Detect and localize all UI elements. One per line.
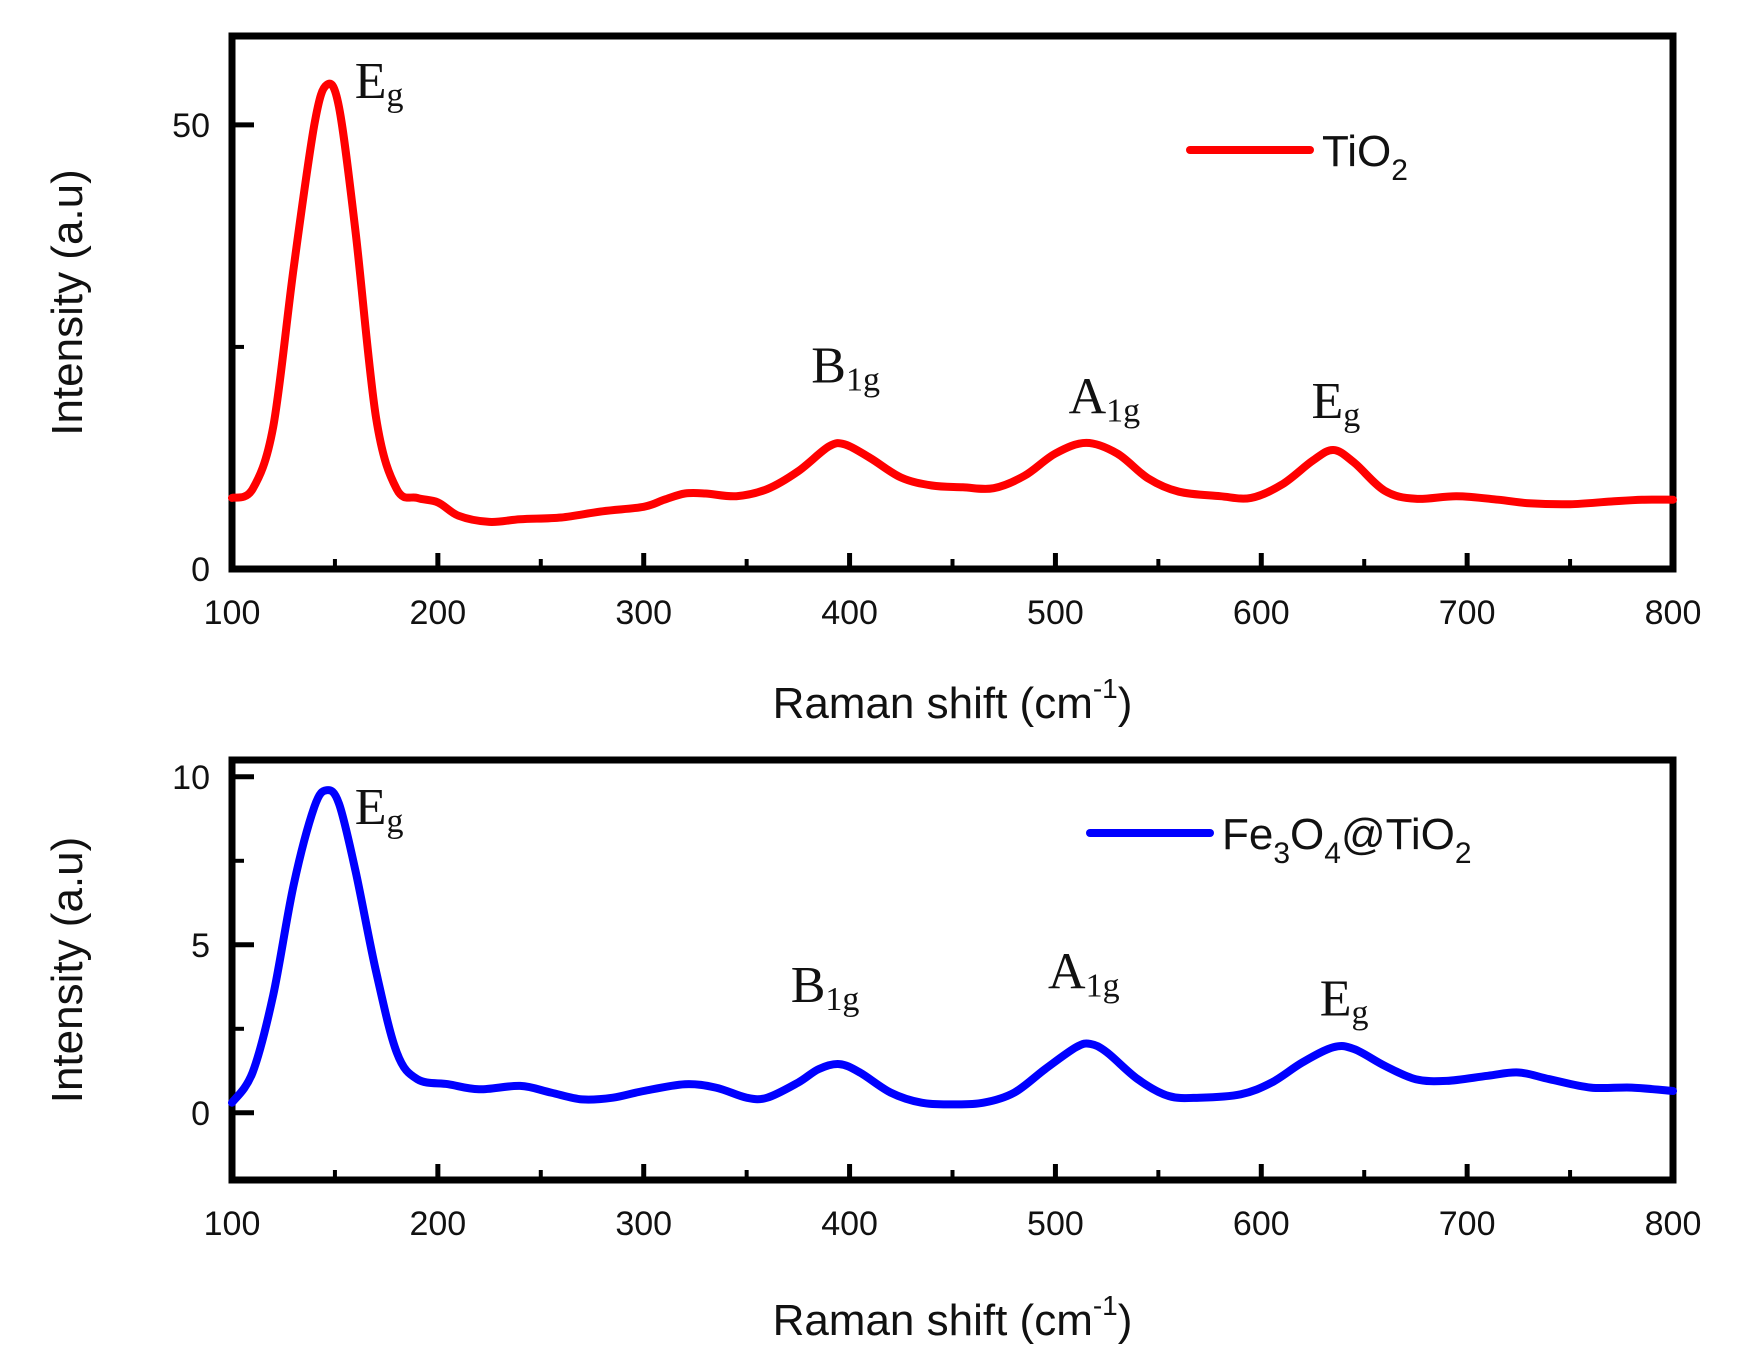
peak-annotation-main: A	[1048, 943, 1086, 1000]
legend-subscript: 3	[1273, 837, 1290, 870]
peak-annotation-main: E	[1320, 970, 1352, 1027]
x-tick-label: 300	[615, 1205, 672, 1243]
x-axis-title-main: Raman shift (cm	[773, 679, 1093, 728]
x-tick-label: 500	[1027, 1205, 1084, 1243]
peak-annotation: A1g	[1069, 369, 1141, 430]
peak-annotation-sub: 1g	[846, 361, 880, 398]
peak-annotation-sub: g	[1352, 994, 1369, 1031]
x-tick-label: 200	[409, 1205, 466, 1243]
legend-text-part: Fe	[1222, 810, 1273, 859]
peak-annotation-sub: 1g	[1086, 967, 1120, 1004]
y-tick-label: 0	[191, 1095, 210, 1133]
legend-label: Fe3O4@TiO2	[1222, 810, 1472, 870]
x-axis-title-close: )	[1118, 679, 1133, 728]
x-tick-label: 600	[1233, 1205, 1290, 1243]
peak-annotation-sub: 1g	[825, 981, 859, 1018]
y-axis-title: Intensity (a.u)	[43, 169, 92, 436]
x-axis-title: Raman shift (cm-1)	[773, 1290, 1133, 1345]
peak-annotation: Eg	[1312, 373, 1361, 434]
legend-label: TiO2	[1322, 127, 1408, 187]
x-tick-label: 400	[821, 1205, 878, 1243]
peak-annotation-sub: g	[386, 77, 403, 114]
x-tick-label: 700	[1439, 594, 1496, 632]
x-tick-label: 500	[1027, 594, 1084, 632]
x-tick-label: 300	[615, 594, 672, 632]
x-tick-label: 600	[1233, 594, 1290, 632]
peak-annotation-main: B	[811, 337, 846, 394]
peak-annotation-main: B	[791, 957, 826, 1014]
peak-annotation: A1g	[1048, 943, 1120, 1004]
x-tick-label: 700	[1439, 1205, 1496, 1243]
x-axis-title-sup: -1	[1093, 1290, 1118, 1321]
legend-subscript: 2	[1455, 837, 1472, 870]
peak-annotation-sub: 1g	[1106, 393, 1140, 430]
series-line-0	[228, 79, 1677, 526]
x-tick-label: 200	[409, 594, 466, 632]
y-tick-label: 0	[191, 551, 210, 589]
chart-panel-2: 100 200 300 400 500 600 700 800 0 5 10 Raman shift …	[43, 756, 1702, 1345]
y-tick-label: 10	[172, 759, 210, 797]
x-axis-title-close: )	[1118, 1296, 1133, 1345]
peak-annotation: Eg	[355, 53, 404, 114]
peak-annotation-sub: g	[1343, 397, 1360, 434]
series-line-0	[228, 786, 1677, 1109]
x-tick-label: 100	[204, 594, 261, 632]
legend-text-part: @TiO	[1341, 810, 1455, 859]
peak-annotation: B1g	[791, 957, 860, 1018]
peak-annotation: B1g	[811, 337, 880, 398]
x-tick-label: 800	[1645, 594, 1702, 632]
x-tick-label: 400	[821, 594, 878, 632]
x-axis-title-main: Raman shift (cm	[773, 1296, 1093, 1345]
peak-annotation-main: E	[355, 779, 387, 836]
peak-annotation-main: A	[1069, 369, 1107, 426]
legend-subscript: 4	[1324, 837, 1341, 870]
x-tick-label: 100	[204, 1205, 261, 1243]
x-tick-label: 800	[1645, 1205, 1702, 1243]
y-tick-label: 50	[172, 107, 210, 145]
peak-annotation-sub: g	[386, 803, 403, 840]
x-axis-title: Raman shift (cm-1)	[773, 673, 1133, 728]
peak-annotation: Eg	[1320, 970, 1369, 1031]
peak-annotation-main: E	[1312, 373, 1344, 430]
y-tick-label: 5	[191, 927, 210, 965]
legend-subscript: 2	[1391, 154, 1408, 187]
legend-text-part: TiO	[1322, 127, 1391, 176]
peak-annotation-main: E	[355, 53, 387, 110]
legend-text-part: O	[1290, 810, 1324, 859]
peak-annotation: Eg	[355, 779, 404, 840]
chart-panel-1: 100 200 300 400 500 600 700 800 0 50 Raman shift (…	[43, 32, 1702, 728]
x-axis-title-sup: -1	[1093, 673, 1118, 704]
y-axis-title: Intensity (a.u)	[43, 837, 92, 1104]
plot-frame	[228, 756, 1677, 1184]
